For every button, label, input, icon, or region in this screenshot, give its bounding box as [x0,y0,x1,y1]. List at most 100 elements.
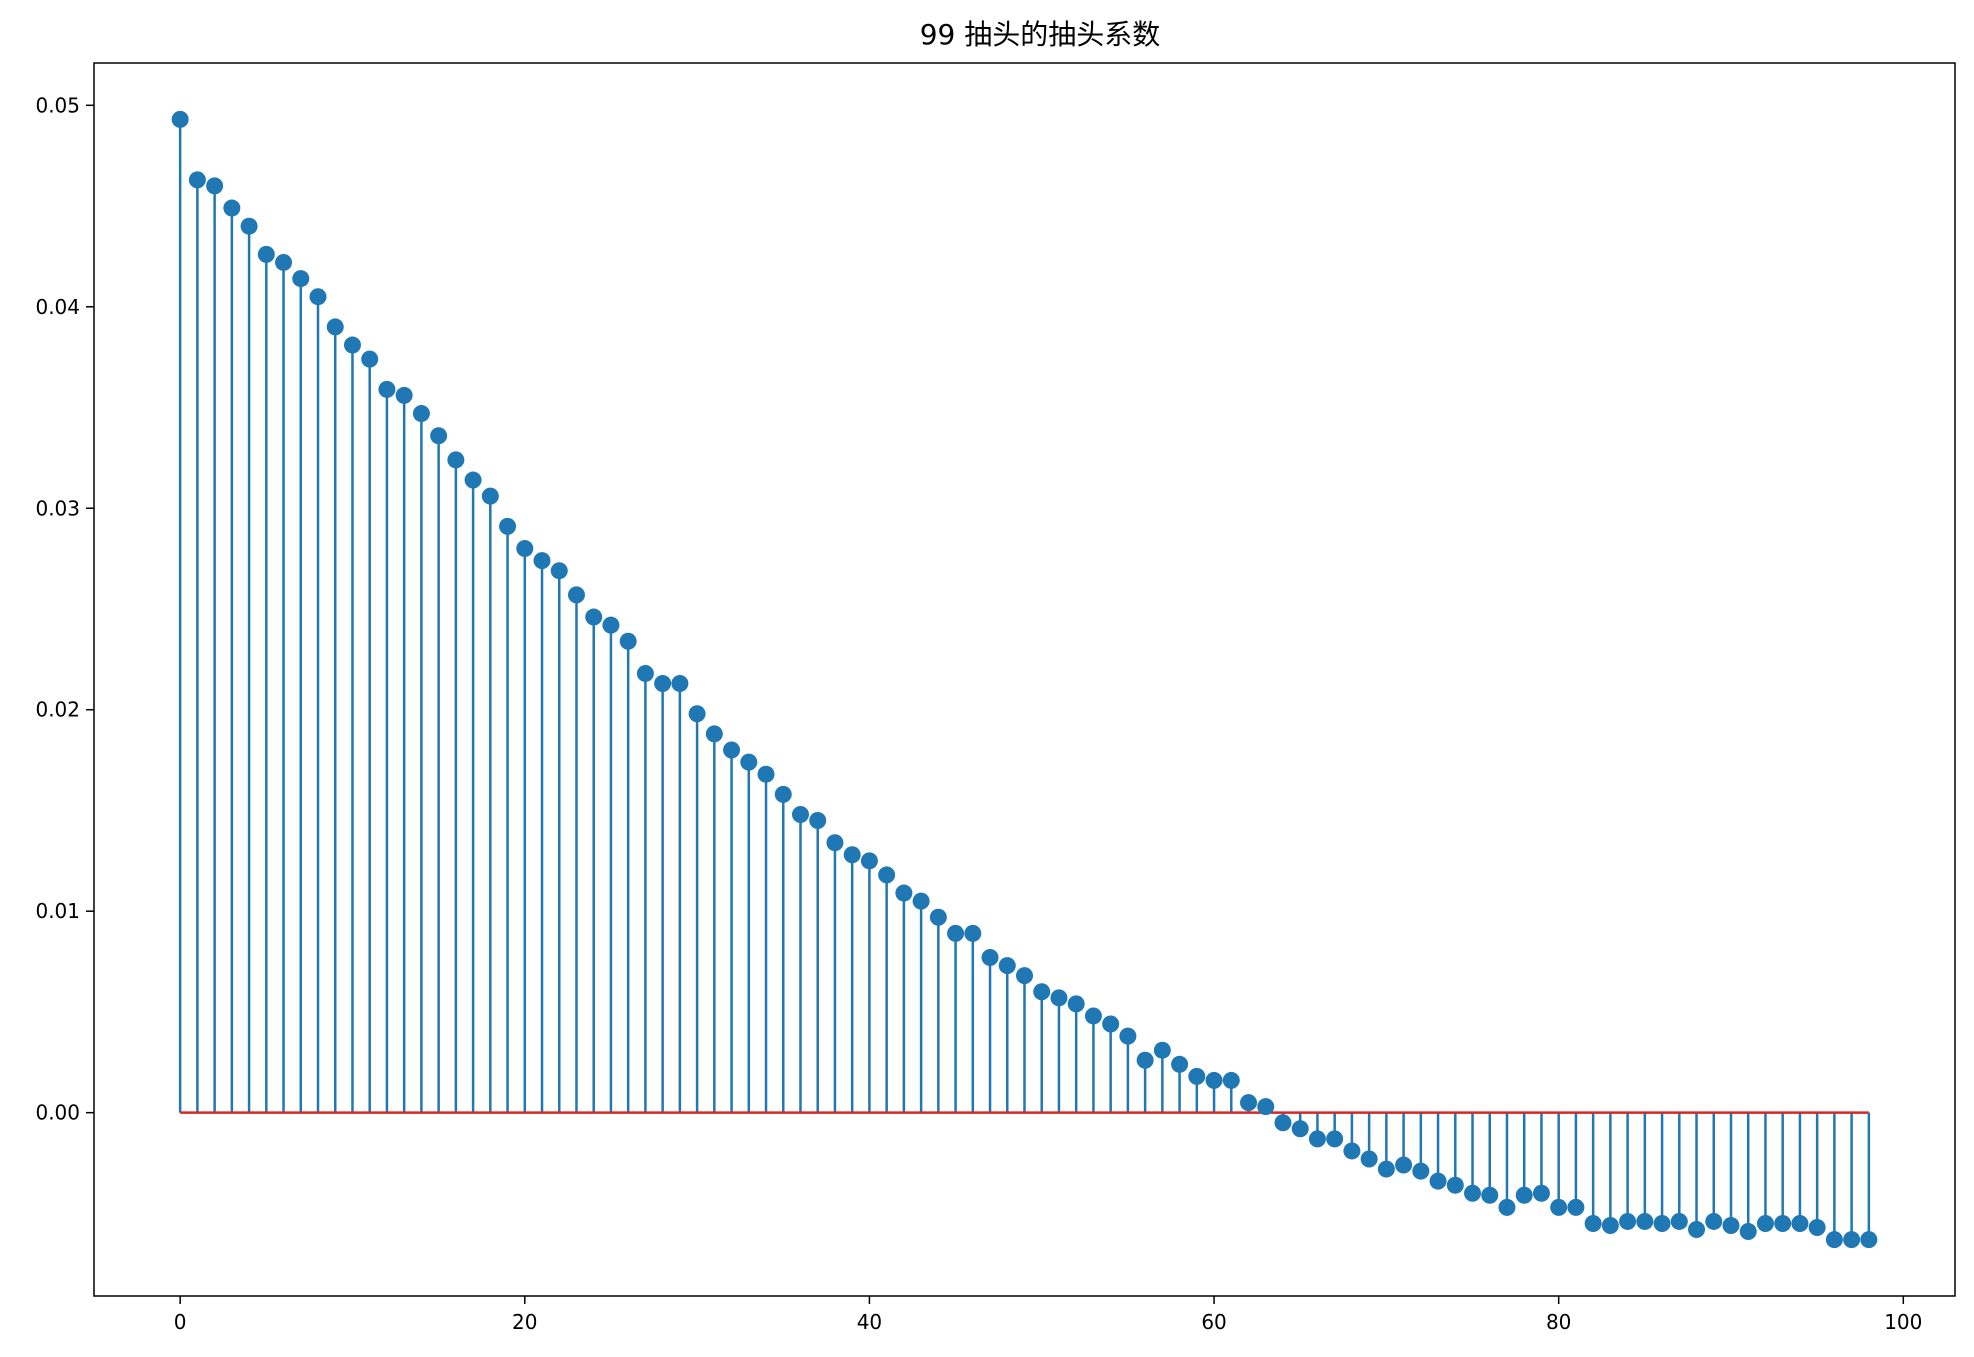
stem-marker [292,270,310,288]
stem-marker [1446,1176,1464,1194]
stem-marker [1240,1094,1258,1112]
stem-marker [1274,1114,1292,1132]
stem-marker [1722,1216,1740,1234]
chart-title: 99 抽头的抽头系数 [920,18,1161,51]
stem-marker [206,177,224,195]
stem-marker [826,834,844,852]
stem-marker [171,110,189,128]
stem-marker [275,253,293,271]
y-tick-label: 0.03 [35,496,80,520]
stem-marker [533,552,551,570]
stem-marker [1756,1214,1774,1232]
stem-marker [516,540,534,558]
x-tick-label: 80 [1546,1310,1571,1334]
stem-marker [585,608,603,626]
stem-marker [1395,1156,1413,1174]
stem-marker [499,517,517,535]
x-tick-label: 0 [174,1310,187,1334]
y-tick-label: 0.00 [35,1101,80,1125]
x-tick-label: 100 [1884,1310,1922,1334]
stem-marker [464,471,482,489]
y-tick-label: 0.01 [35,899,80,923]
stem-marker [1791,1214,1809,1232]
stem-marker [809,812,827,830]
stem-marker [1774,1214,1792,1232]
y-tick-label: 0.04 [35,295,80,319]
stem-marker [895,884,913,902]
stem-marker [1136,1051,1154,1069]
stem-marker [1033,983,1051,1001]
stem-marker [774,785,792,803]
stem-marker [1257,1098,1275,1116]
stem-marker [757,765,775,783]
stem-marker [1705,1212,1723,1230]
stem-marker [619,632,637,650]
stem-marker [1688,1221,1706,1239]
stem-marker [860,852,878,870]
stem-lines [178,119,1871,1240]
stem-marker [1188,1067,1206,1085]
stem-marker [1808,1219,1826,1236]
stem-marker [1498,1198,1516,1216]
stem-marker [1825,1231,1843,1249]
stem-marker [343,336,361,354]
stem-marker [1601,1216,1619,1234]
stem-marker [981,949,999,967]
stem-marker [430,427,448,445]
stem-marker [309,288,327,306]
stem-marker [361,350,379,368]
stem-marker [964,924,982,942]
stem-marker [1584,1214,1602,1232]
stem-marker [447,451,465,469]
stem-marker [1619,1212,1637,1230]
stem-marker [791,805,809,823]
stem-marker [1481,1186,1499,1204]
stem-marker [1119,1027,1137,1045]
stem-marker [1205,1071,1223,1089]
stem-marker [412,405,430,423]
stem-marker [1360,1150,1378,1168]
stem-marker [1550,1198,1568,1216]
stem-marker [1412,1162,1430,1180]
stem-marker [1102,1015,1120,1033]
stem-marker [378,380,396,398]
stem-marker [1860,1231,1878,1249]
stem-marker [1050,989,1068,1007]
stem-marker [1532,1184,1550,1202]
stem-marker [240,217,258,235]
stem-marker [1308,1130,1326,1148]
stem-marker [1291,1120,1309,1138]
stem-marker [1670,1212,1688,1230]
stem-marker [1739,1223,1757,1241]
stem-marker [1171,1055,1189,1073]
y-tick-label: 0.02 [35,698,80,722]
stem-marker [1429,1172,1447,1190]
stem-marker [654,675,672,693]
plot-frame [93,62,1956,1297]
stem-marker [723,741,741,759]
stem-marker [1567,1198,1585,1216]
stem-marker [636,664,654,682]
stem-marker [671,675,689,693]
x-tick-label: 60 [1201,1310,1226,1334]
x-axis: 0 20 40 60 80 100 [174,1296,1922,1334]
stem-marker [481,487,499,505]
stem-marker [998,957,1016,975]
stem-marker [1343,1142,1361,1160]
stem-marker [740,753,758,771]
stem-marker [1067,995,1085,1013]
stem-marker [550,562,568,580]
stem-marker [326,318,344,336]
stem-marker [1153,1041,1171,1059]
stem-marker [395,386,413,404]
y-axis: 0.00 0.01 0.02 0.03 0.04 0.05 [35,93,94,1125]
stem-marker [1084,1007,1102,1025]
stem-marker [1326,1130,1344,1148]
stem-marker [1636,1212,1654,1230]
stem-marker [1843,1231,1861,1249]
stem-markers [171,110,1878,1249]
stem-marker [1515,1186,1533,1204]
stem-marker [602,616,620,634]
stem-marker [705,725,723,743]
